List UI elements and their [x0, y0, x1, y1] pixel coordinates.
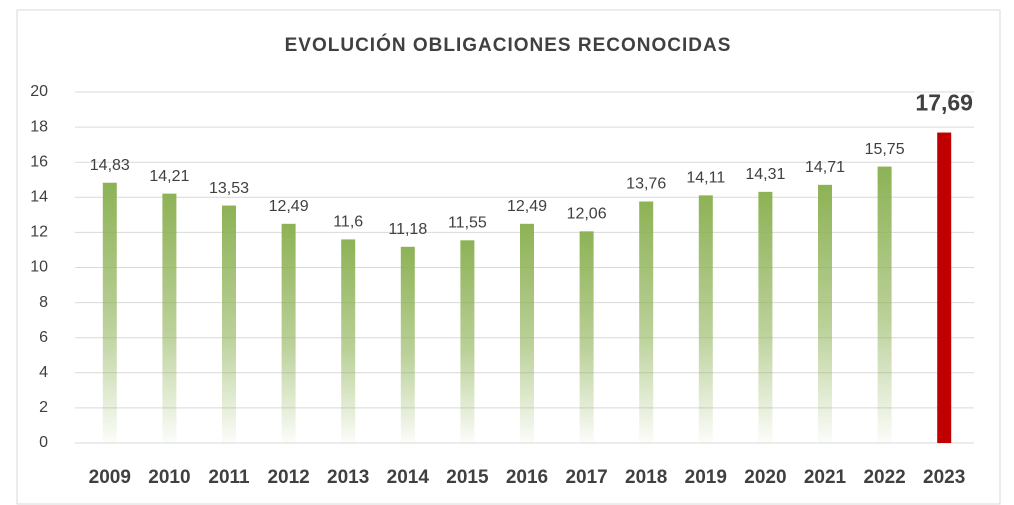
y-tick-label: 2 [39, 399, 48, 416]
value-label: 11,18 [388, 221, 427, 238]
bar [818, 184, 832, 444]
value-label: 14,83 [90, 157, 130, 174]
bar [639, 201, 654, 443]
value-label: 13,53 [209, 180, 249, 197]
value-label: 12,49 [269, 198, 309, 215]
bar [281, 223, 296, 443]
y-tick-label: 0 [39, 434, 48, 451]
value-label: 11,6 [333, 214, 363, 231]
y-tick-label: 18 [30, 118, 48, 135]
bar [102, 182, 117, 443]
x-tick-label: 2020 [744, 467, 786, 488]
x-tick-label: 2012 [267, 467, 309, 488]
y-tick-label: 12 [30, 224, 48, 241]
y-tick-label: 16 [30, 153, 48, 170]
bar [698, 195, 713, 443]
value-label: 14,71 [805, 159, 845, 176]
x-tick-label: 2017 [565, 467, 607, 488]
y-tick-label: 20 [30, 83, 48, 100]
x-tick-label: 2009 [89, 467, 131, 488]
x-tick-label: 2014 [387, 467, 430, 488]
value-label: 12,49 [507, 198, 547, 215]
x-tick-label: 2013 [327, 467, 369, 488]
x-tick-label: 2022 [863, 467, 905, 488]
bar [758, 191, 773, 443]
bar [400, 246, 415, 443]
y-tick-label: 8 [39, 294, 48, 311]
value-label: 17,69 [915, 90, 973, 116]
chart-title: EVOLUCIÓN OBLIGACIONES RECONOCIDAS [285, 34, 732, 56]
y-tick-label: 4 [39, 364, 48, 381]
value-label: 11,55 [448, 215, 487, 232]
x-tick-label: 2018 [625, 467, 667, 488]
bar [222, 205, 236, 443]
x-tick-label: 2023 [923, 467, 965, 488]
y-tick-label: 10 [30, 259, 48, 276]
value-label: 14,21 [149, 168, 189, 185]
x-tick-label: 2016 [506, 467, 548, 488]
x-tick-label: 2019 [685, 467, 727, 488]
x-tick-label: 2011 [208, 467, 250, 488]
y-tick-label: 14 [30, 189, 48, 206]
y-tick-label: 6 [39, 329, 48, 346]
x-tick-label: 2015 [446, 467, 489, 488]
bar [579, 231, 594, 443]
bar [341, 239, 356, 443]
bar [520, 223, 534, 443]
value-label: 13,76 [626, 176, 666, 193]
value-label: 12,06 [567, 206, 607, 223]
x-tick-label: 2021 [804, 467, 847, 488]
bar [937, 132, 952, 443]
bar [460, 240, 475, 443]
x-tick-label: 2010 [148, 467, 190, 488]
value-label: 15,75 [865, 141, 905, 158]
value-label: 14,31 [745, 166, 785, 183]
bar [162, 193, 177, 443]
value-label: 14,11 [686, 170, 725, 187]
bar [877, 166, 892, 443]
